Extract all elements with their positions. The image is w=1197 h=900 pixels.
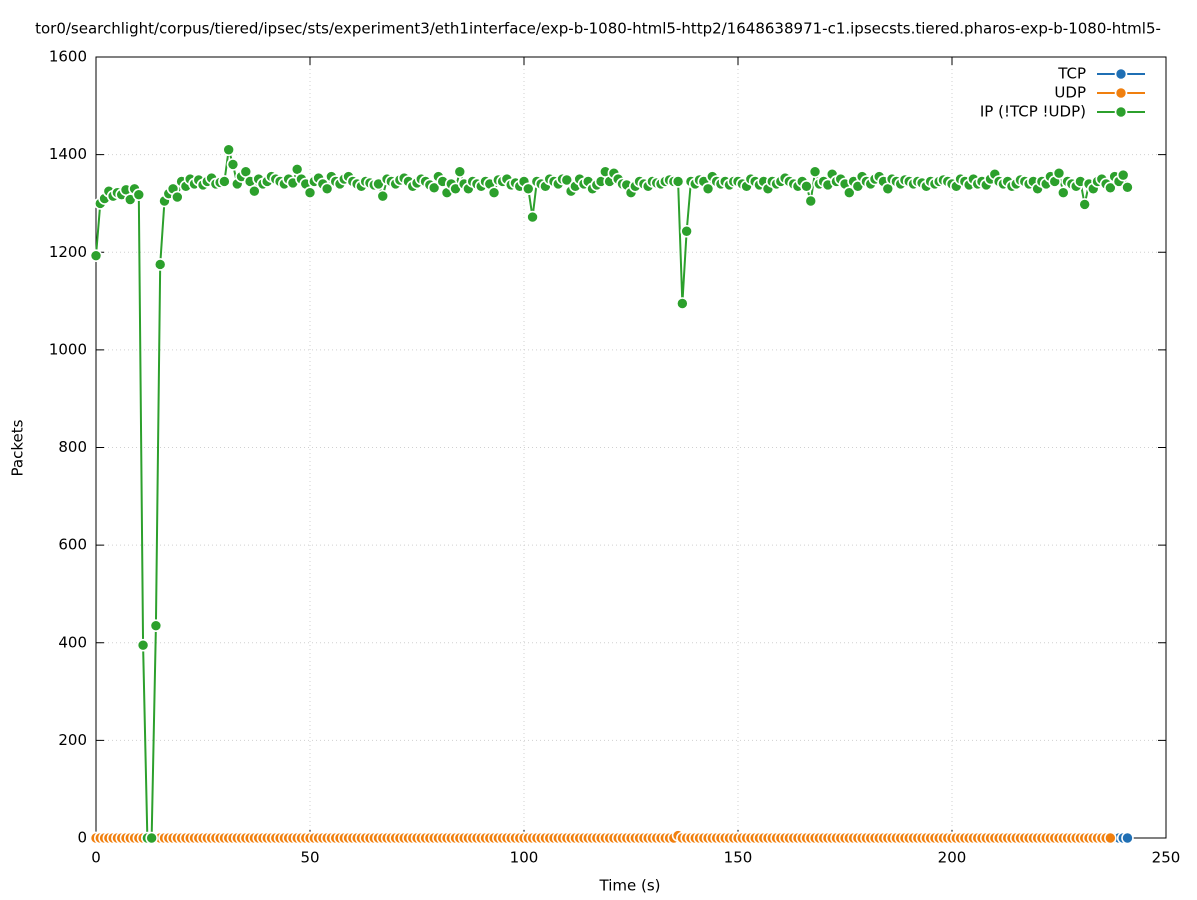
y-tick-label: 400	[58, 633, 87, 651]
legend-marker	[1114, 67, 1128, 81]
y-tick-label: 1000	[49, 340, 87, 358]
data-point	[701, 182, 715, 196]
data-point	[153, 258, 167, 271]
data-point	[145, 831, 158, 845]
legend-marker	[1114, 86, 1128, 100]
y-tick-label: 1600	[49, 48, 87, 66]
y-tick-label: 0	[77, 829, 87, 847]
y-tick-label: 800	[58, 438, 87, 456]
x-tick-label: 200	[938, 849, 967, 867]
y-axis-label: Packets	[9, 419, 27, 476]
y-tick-label: 200	[58, 731, 87, 749]
series	[89, 143, 1134, 845]
data-point	[136, 638, 150, 652]
data-point	[1121, 181, 1134, 194]
data-point	[320, 182, 334, 196]
data-point	[526, 210, 539, 224]
data-point	[132, 188, 146, 201]
data-point	[218, 175, 231, 188]
data-point	[1104, 181, 1117, 195]
x-tick-label: 150	[724, 849, 753, 867]
data-point	[800, 180, 813, 193]
x-tick-label: 100	[510, 849, 539, 867]
data-point	[226, 158, 240, 171]
x-axis-label: Time (s)	[599, 877, 661, 895]
data-point	[149, 619, 163, 632]
data-point	[1078, 198, 1091, 211]
x-tick-label: 0	[91, 849, 101, 867]
data-point	[222, 143, 235, 157]
data-point	[521, 182, 535, 196]
data-point	[560, 173, 574, 187]
data-point	[842, 186, 856, 199]
y-tick-label: 1400	[49, 145, 87, 163]
legend-marker	[1114, 105, 1128, 119]
legend-label: TCP	[1057, 65, 1086, 83]
data-point	[1104, 831, 1117, 845]
data-point	[1052, 166, 1066, 180]
data-point	[680, 224, 693, 238]
data-point	[303, 186, 317, 199]
series	[89, 829, 1117, 845]
data-point	[808, 165, 822, 179]
data-point	[804, 194, 818, 208]
data-point	[1116, 168, 1130, 182]
data-point	[89, 249, 103, 262]
data-point	[671, 175, 685, 188]
y-tick-label: 600	[58, 536, 87, 554]
data-point	[676, 297, 689, 310]
data-point	[248, 184, 261, 198]
legend-label: UDP	[1054, 84, 1086, 102]
x-tick-label: 250	[1152, 849, 1181, 867]
y-tick-label: 1200	[49, 243, 87, 261]
chart-title: tor0/searchlight/corpus/tiered/ipsec/sts…	[35, 20, 1161, 38]
data-point	[1121, 831, 1134, 845]
data-point	[376, 189, 390, 203]
data-point	[427, 181, 441, 195]
data-point	[1056, 186, 1070, 199]
data-point	[487, 186, 501, 199]
x-tick-label: 50	[300, 849, 319, 867]
data-point	[171, 190, 184, 204]
data-point	[453, 165, 467, 179]
legend-label: IP (!TCP !UDP)	[980, 103, 1086, 121]
